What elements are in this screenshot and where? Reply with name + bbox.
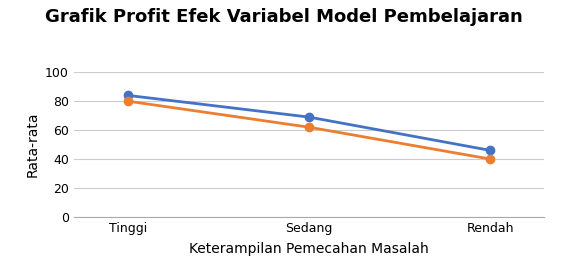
Line: Mind Mapping: Mind Mapping <box>124 97 494 163</box>
Line: Problem Besed Learning: Problem Besed Learning <box>124 91 494 155</box>
Mind Mapping <box>125 100 132 103</box>
Problem Besed Learning <box>306 115 312 119</box>
Mind Mapping <box>306 126 312 129</box>
X-axis label: Keterampilan Pemecahan Masalah: Keterampilan Pemecahan Masalah <box>189 242 429 256</box>
Problem Besed Learning <box>125 94 132 97</box>
Text: Grafik Profit Efek Variabel Model Pembelajaran: Grafik Profit Efek Variabel Model Pembel… <box>45 8 522 26</box>
Y-axis label: Rata-rata: Rata-rata <box>26 112 40 177</box>
Mind Mapping <box>486 157 493 161</box>
Problem Besed Learning <box>486 149 493 152</box>
